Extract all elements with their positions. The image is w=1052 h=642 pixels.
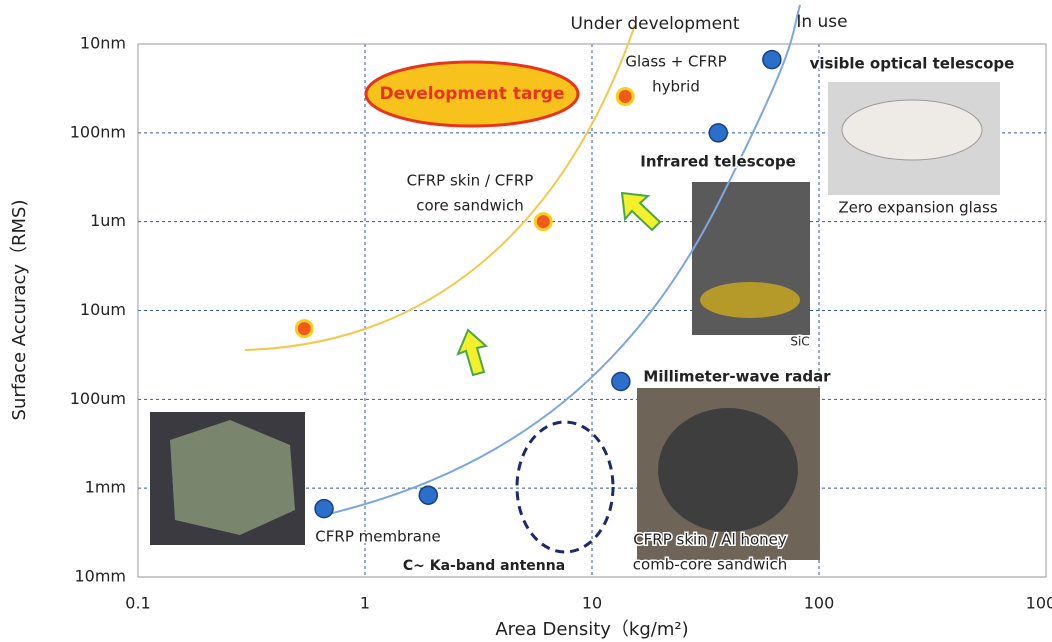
annotation: core sandwich xyxy=(416,197,523,215)
radar-dish xyxy=(658,408,798,532)
annotation: Millimeter-wave radar xyxy=(643,368,831,386)
y-tick-label: 1mm xyxy=(85,478,126,497)
point xyxy=(762,49,782,70)
annotation: SiC xyxy=(790,335,809,349)
y-tick-label: 10um xyxy=(80,300,126,319)
sic-mirror xyxy=(700,282,800,318)
point xyxy=(418,485,439,505)
antenna-ellipse xyxy=(515,420,615,554)
point xyxy=(294,319,314,339)
x-tick-label: 1 xyxy=(360,594,370,613)
annotation: Glass + CFRP xyxy=(625,53,726,71)
annotation: visible optical telescope xyxy=(810,55,1015,73)
y-tick-label: 1um xyxy=(90,211,126,230)
legend-label: In use xyxy=(796,12,847,32)
annotation: comb-core sandwich xyxy=(633,556,787,574)
x-tick-label: 10 xyxy=(582,594,602,613)
annotation: CFRP skin / CFRP xyxy=(407,172,534,190)
target-ellipse xyxy=(364,60,580,128)
arrow xyxy=(456,328,489,377)
y-axis-title: Surface Accuracy（RMS) xyxy=(9,200,30,421)
point xyxy=(615,87,635,107)
annotation: hybrid xyxy=(652,78,700,96)
point xyxy=(611,371,631,392)
point xyxy=(708,123,729,143)
x-tick-label: 100 xyxy=(804,594,835,613)
x-tick-label: 0.1 xyxy=(125,594,150,613)
annotation: Infrared telescope xyxy=(640,153,796,171)
arrow xyxy=(620,191,662,232)
target-label: Development targe xyxy=(380,84,565,104)
legend-label: Under development xyxy=(570,14,739,34)
mirror-shape xyxy=(841,99,983,161)
x-tick-label: 1000 xyxy=(1026,594,1052,613)
annotation: Zero expansion glass xyxy=(838,199,997,217)
point xyxy=(314,498,334,519)
annotation: C~ Ka-band antenna xyxy=(403,558,565,574)
x-axis-title: Area Density（kg/m²) xyxy=(495,619,688,640)
annotation: CFRP membrane xyxy=(315,528,440,546)
plot-border xyxy=(137,43,1047,578)
honeycomb-shape xyxy=(170,420,295,535)
point xyxy=(533,212,553,232)
y-tick-label: 100um xyxy=(70,389,126,408)
y-tick-label: 10mm xyxy=(74,567,126,586)
trend-in-use xyxy=(319,4,801,517)
trend-under-development xyxy=(244,24,636,351)
y-tick-label: 100nm xyxy=(70,122,126,141)
annotation: CFRP skin / Al honey xyxy=(633,531,787,549)
y-tick-label: 10nm xyxy=(80,34,126,53)
